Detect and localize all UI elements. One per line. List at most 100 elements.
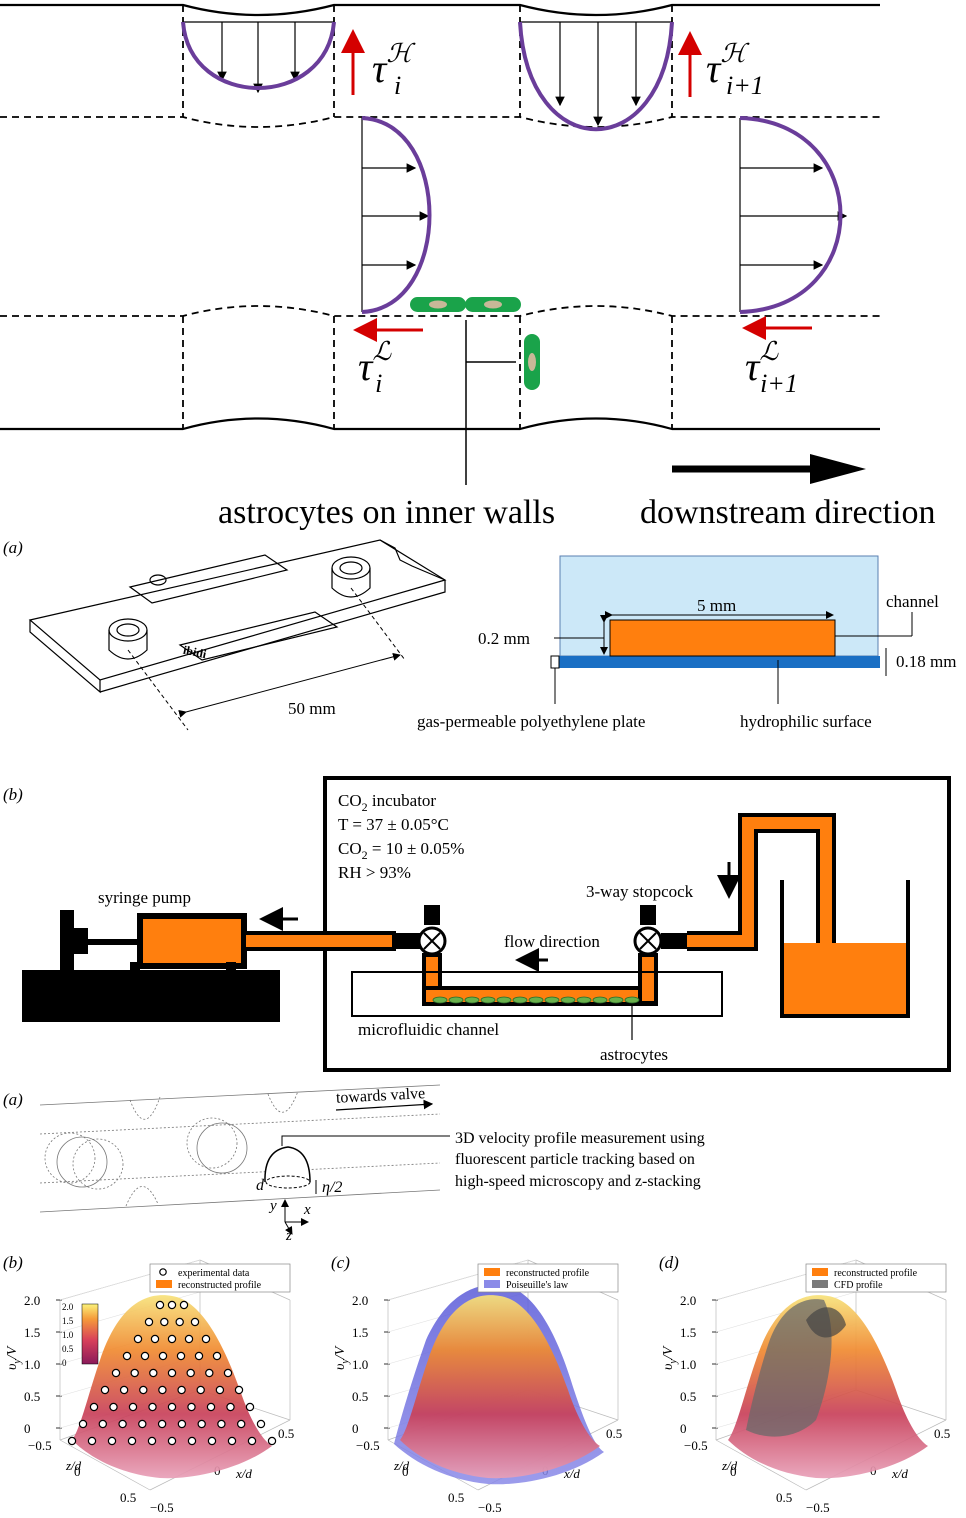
plot-3d-2: (d)2.01.51.00.50υy/V−0.500.5z/d−0.500.5x…	[659, 1253, 950, 1515]
astrocytes-label: astrocytes on inner walls	[218, 494, 555, 531]
zdtick-2-1: 0	[730, 1464, 737, 1479]
data-point	[155, 1300, 165, 1310]
desc-line3: high-speed microscopy and z-stacking	[455, 1173, 701, 1190]
ztick-1-1: 1.5	[352, 1325, 368, 1340]
downstream-arrow-head	[810, 454, 866, 484]
ztick-2-2: 1.0	[680, 1357, 696, 1372]
data-point	[127, 1436, 137, 1446]
plots-3d: (b) 2.0 1.5 1.0 0.5 0 υy/V −0.5 0 0.5 z/d −0.5 0 0.5 x…	[3, 1253, 950, 1515]
colorbar	[81, 1303, 99, 1365]
data-point	[87, 1436, 97, 1446]
d-label: d	[256, 1177, 265, 1194]
data-point	[139, 1385, 148, 1395]
ztick-2-0: 2.0	[680, 1293, 696, 1308]
data-point	[212, 1351, 222, 1361]
cbar-tick-0: 2.0	[62, 1302, 74, 1312]
cfd-surface	[746, 1299, 832, 1437]
data-point	[197, 1419, 206, 1429]
ztick-0-3: 0.5	[24, 1389, 40, 1404]
ztick-2-1: 1.5	[680, 1325, 696, 1340]
data-point	[67, 1436, 77, 1446]
data-point	[223, 1368, 233, 1378]
data-point	[148, 1402, 157, 1412]
reservoir-fluid	[783, 943, 907, 1015]
reconstructed-surface-0	[72, 1295, 272, 1479]
zd-label-1: z/d	[393, 1458, 410, 1473]
panel-a-chip: (a) ibidi 50 mm 5	[3, 538, 956, 731]
vy-label-2: υy/V	[661, 1345, 679, 1370]
eta-label: η/2	[322, 1179, 342, 1196]
ztick-1-2: 1.0	[352, 1357, 368, 1372]
data-point	[107, 1436, 117, 1446]
data-point	[118, 1419, 127, 1429]
plot-3d-1: (c)2.01.51.00.50υy/V−0.500.5z/d−0.500.5x…	[331, 1253, 622, 1515]
cbar-tick-3: 0.5	[62, 1344, 74, 1354]
towards-label: towards valve	[336, 1085, 426, 1107]
zdtick-0-1: 0	[74, 1464, 81, 1479]
astrocyte-cells	[410, 297, 540, 390]
data-point	[234, 1385, 244, 1395]
data-point	[133, 1334, 143, 1344]
data-point	[206, 1402, 216, 1412]
data-point	[205, 1368, 214, 1378]
data-point	[226, 1402, 235, 1412]
panel-label-a2: (a)	[3, 1090, 23, 1109]
data-point	[140, 1351, 150, 1361]
xdtick-0-2: 0.5	[278, 1426, 294, 1441]
data-point	[194, 1351, 204, 1361]
syringe-barrel	[137, 913, 247, 969]
data-point	[245, 1402, 255, 1412]
panel-label-b1: (b)	[3, 785, 23, 804]
data-point	[176, 1351, 186, 1361]
legend-text-1-1: Poiseuille's law	[506, 1280, 569, 1291]
zdtick-1-2: 0.5	[448, 1490, 464, 1505]
data-point	[201, 1334, 211, 1344]
ztick-0-0: 2.0	[24, 1293, 40, 1308]
ztick-2-4: 0	[680, 1421, 687, 1436]
data-point	[217, 1419, 226, 1429]
rh-label: RH > 93%	[338, 863, 411, 882]
zdtick-0-2: 0.5	[120, 1490, 136, 1505]
ztick-2-3: 0.5	[680, 1389, 696, 1404]
cbar-tick-2: 1.0	[62, 1330, 74, 1340]
vertical-velocity-profile-i1	[518, 21, 674, 132]
plot-label-2: (d)	[659, 1253, 679, 1272]
ztick-1-0: 2.0	[352, 1293, 368, 1308]
data-point	[147, 1436, 157, 1446]
data-point	[167, 1402, 177, 1412]
lower-wall	[0, 417, 880, 431]
cfd-patch	[806, 1307, 846, 1338]
data-point	[167, 1300, 177, 1310]
cbar-tick-4: 0	[62, 1358, 67, 1368]
hydrophilic-label: hydrophilic surface	[740, 712, 872, 731]
vy-label-1: υy/V	[333, 1345, 351, 1370]
ztick-1-4: 0	[352, 1421, 359, 1436]
reservoir	[780, 880, 910, 1018]
horizontal-velocity-profile-i1	[739, 116, 848, 314]
astrocytes-setup-label: astrocytes	[600, 1045, 668, 1064]
gas-plate-label: gas-permeable polyethylene plate	[417, 712, 645, 731]
data-point	[179, 1300, 189, 1310]
data-point	[175, 1317, 184, 1327]
incubator-title: CO2 incubator	[338, 791, 436, 814]
legend-swatch-2-1	[812, 1280, 828, 1288]
data-point	[157, 1419, 167, 1429]
zd-label-0: z/d	[65, 1458, 82, 1473]
legend-swatch-0-1	[156, 1280, 172, 1288]
legend-box-1	[477, 1263, 619, 1293]
pump-label: syringe pump	[98, 888, 191, 907]
bottom-plate	[558, 656, 880, 668]
xd-label-2: x/d	[891, 1466, 908, 1481]
data-point	[144, 1317, 154, 1327]
legend-text-0-1: reconstructed profile	[178, 1280, 262, 1291]
panel-label-a1: (a)	[3, 538, 23, 557]
data-point	[109, 1402, 118, 1412]
data-point	[186, 1368, 195, 1378]
plot-label-0: (b)	[3, 1253, 23, 1272]
data-point	[267, 1436, 277, 1446]
zdtick-1-1: 0	[402, 1464, 409, 1479]
reconstructed-surface-1	[400, 1295, 600, 1479]
data-point	[215, 1385, 225, 1395]
width-label: 5 mm	[697, 596, 736, 615]
